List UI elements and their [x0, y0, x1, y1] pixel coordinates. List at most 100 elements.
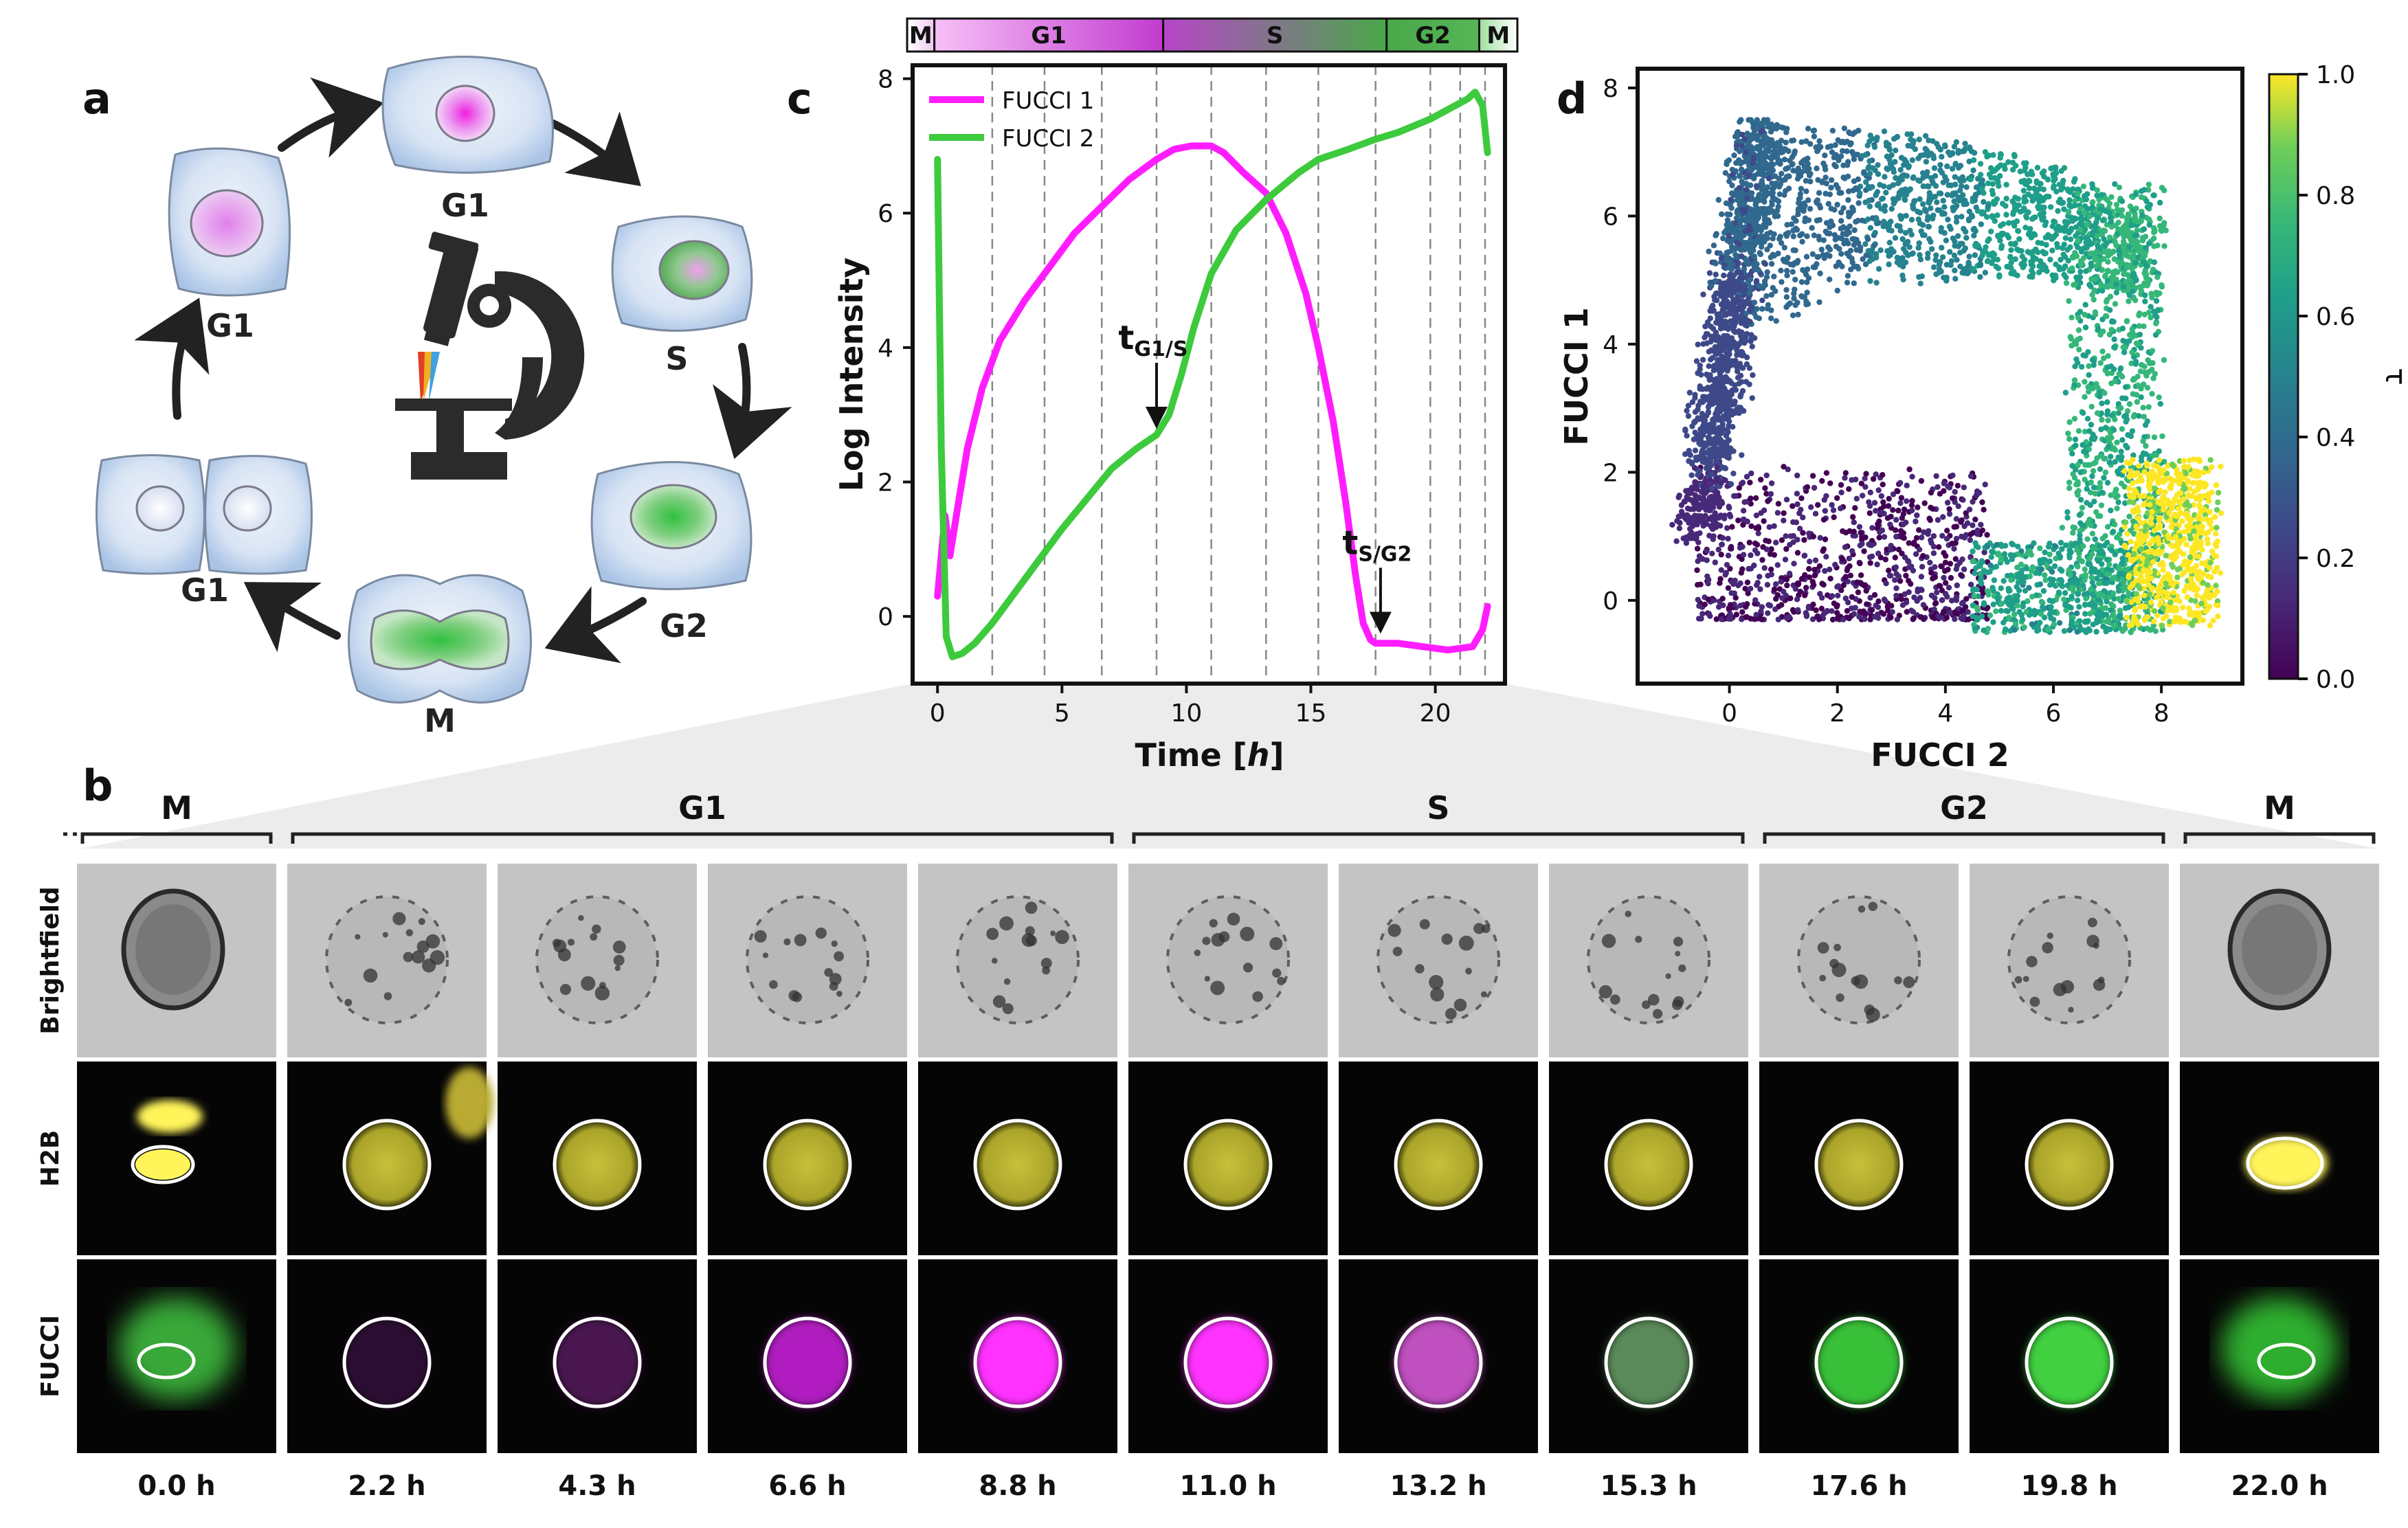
scatter-point — [1743, 311, 1749, 317]
scatter-point — [2003, 212, 2009, 218]
scatter-point — [2061, 271, 2067, 278]
scatter-point — [2107, 307, 2113, 313]
scatter-point — [1882, 174, 1888, 180]
scatter-point — [1726, 455, 1732, 461]
scatter-point — [2097, 206, 2104, 212]
scatter-point — [1703, 506, 1709, 513]
scatter-point — [2075, 327, 2082, 333]
scatter-point — [1940, 197, 1946, 204]
scatter-point — [1823, 470, 1830, 476]
scatter-point — [1724, 217, 1731, 223]
scatter-point — [1739, 253, 1745, 260]
scatter-point — [1953, 524, 1960, 530]
scatter-point — [1812, 264, 1818, 271]
scatter-point — [1839, 148, 1846, 154]
scatter-point — [2120, 594, 2126, 600]
scatter-point — [1862, 609, 1868, 616]
scatter-point — [1966, 506, 1973, 513]
scatter-point — [1899, 177, 1906, 183]
scatter-point — [1744, 579, 1751, 585]
cycle-label-g1-left: G1 — [206, 307, 254, 344]
scatter-point — [2089, 530, 2096, 537]
scatter-point — [1705, 596, 1712, 603]
scatter-point — [2106, 201, 2113, 207]
scatter-point — [1891, 169, 1897, 175]
scatter-point — [2161, 357, 2167, 363]
scatter-point — [1911, 198, 1917, 204]
scatter-point — [1894, 616, 1901, 622]
scatter-point — [2123, 384, 2129, 390]
scatter-point — [1693, 358, 1700, 364]
scatter-point — [1954, 257, 1960, 263]
scatter-point — [1819, 477, 1825, 484]
scatter-point — [1897, 578, 1904, 584]
scatter-point — [2097, 466, 2104, 472]
scatter-point — [1728, 205, 1735, 211]
scatter-point — [1951, 198, 1957, 205]
scatter-point — [1820, 517, 1827, 523]
scatter-point — [2141, 323, 2147, 330]
scatter-point — [1910, 616, 1916, 622]
scatter-point — [1806, 530, 1812, 537]
scatter-point — [1852, 605, 1858, 611]
scatter-point — [1759, 616, 1765, 622]
scatter-point — [1835, 592, 1841, 599]
scatter-point — [1715, 359, 1721, 365]
scatter-point — [1676, 525, 1683, 532]
scatter-point — [1751, 300, 1758, 306]
scatter-point — [1973, 184, 1980, 190]
scatter-point — [1967, 537, 1973, 543]
scatter-point — [1746, 117, 1752, 123]
scatter-point — [1864, 236, 1871, 243]
scatter-point — [1998, 232, 2005, 238]
scatter-point — [1734, 269, 1740, 276]
scatter-point — [2062, 235, 2069, 241]
scatter-point — [1746, 138, 1752, 145]
scatter-point — [1924, 183, 1930, 190]
scatter-point — [2111, 336, 2117, 343]
scatter-point — [1755, 194, 1761, 201]
scatter-point — [1770, 251, 1776, 258]
scatter-point — [1776, 175, 1782, 182]
scatter-point — [2069, 342, 2075, 349]
scatter-point — [2149, 294, 2155, 301]
scatter-point — [1775, 616, 1781, 622]
scatter-point — [1946, 223, 1953, 229]
scatter-point — [1769, 153, 1776, 159]
scatter-point — [2071, 381, 2077, 388]
scatter-point — [1954, 214, 1960, 221]
scatter-point — [2106, 248, 2112, 254]
scatter-point — [2020, 188, 2027, 194]
scatter-point — [1857, 183, 1864, 190]
scatter-point — [1925, 214, 1931, 220]
scatter-point — [2119, 426, 2126, 432]
scatter-point — [1875, 615, 1882, 621]
scatter-point — [1805, 155, 1811, 161]
scatter-point — [1787, 533, 1794, 539]
scatter-point — [1876, 535, 1882, 541]
scatter-point — [1743, 144, 1750, 150]
scatter-point — [2129, 349, 2135, 356]
scatter-point — [2121, 414, 2128, 420]
scatter-point — [1748, 523, 1754, 530]
scatter-point — [1853, 218, 1859, 225]
scatter-point — [1783, 139, 1789, 146]
scatter-point — [1816, 190, 1822, 196]
scatter-point — [2115, 258, 2121, 265]
scatter-point — [1953, 535, 1960, 542]
scatter-point — [1930, 550, 1937, 557]
scatter-point — [1716, 375, 1723, 382]
scatter-point — [1695, 403, 1702, 409]
scatter-point — [1803, 178, 1809, 184]
scatter-point — [2083, 268, 2089, 274]
scatter-point — [1900, 521, 1906, 528]
scatter-point — [1967, 473, 1974, 480]
scatter-point — [2101, 475, 2107, 481]
scatter-point — [1975, 176, 1981, 182]
scatter-point — [1702, 499, 1708, 506]
scatter-point — [1737, 603, 1743, 609]
scatter-point — [2036, 269, 2042, 276]
scatter-point — [1757, 574, 1763, 580]
scatter-point — [1729, 166, 1735, 173]
